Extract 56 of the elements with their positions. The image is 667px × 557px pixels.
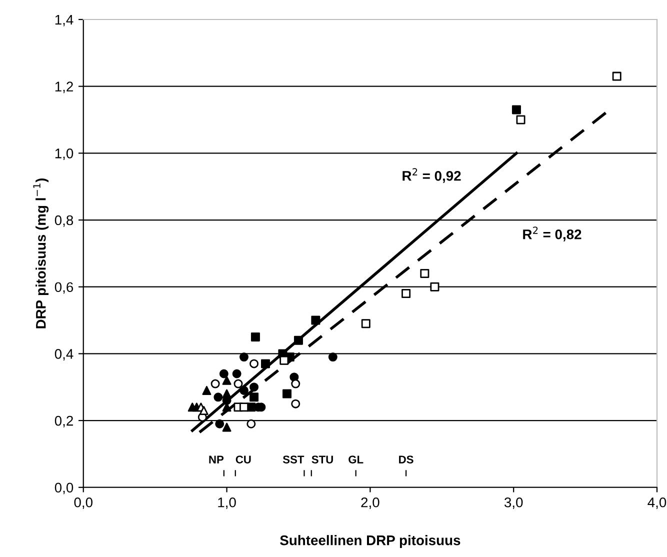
point — [210, 379, 220, 388]
y-tick-label: 0,2 — [54, 416, 73, 428]
ref-line-label: NP — [209, 456, 224, 464]
point — [282, 389, 292, 398]
point — [361, 319, 370, 328]
point — [215, 419, 224, 428]
point — [250, 382, 259, 392]
point — [291, 399, 300, 408]
point — [214, 392, 223, 402]
point — [219, 369, 228, 378]
point — [402, 289, 411, 298]
point — [250, 359, 259, 368]
x-axis-title: Suhteellinen DRP pitoisuus — [280, 535, 460, 548]
point — [612, 72, 622, 81]
ref-line-label: STU — [312, 456, 333, 464]
x-tick-label: 1,0 — [218, 497, 236, 509]
point — [246, 419, 256, 428]
ref-line-label: DS — [399, 456, 414, 464]
annotation: R$^{2}$ = 0,92 — [402, 168, 461, 183]
point — [222, 389, 232, 398]
point — [420, 268, 430, 278]
y-tick-label: 1,0 — [55, 148, 74, 160]
y-tick-label: 0,4 — [54, 349, 74, 361]
point — [239, 352, 248, 362]
x-tick-label: 0,0 — [74, 497, 92, 509]
x-tick-label: 4,0 — [648, 497, 666, 509]
x-tick-label: 3,0 — [504, 497, 523, 509]
annotation: R$^{2}$ = 0,82 — [523, 226, 582, 242]
point — [222, 376, 232, 385]
y-tick-label: 0,8 — [54, 215, 74, 227]
ref-line-label: GL — [348, 456, 364, 464]
point — [232, 369, 242, 378]
point — [250, 392, 259, 402]
point — [261, 359, 270, 368]
point — [250, 332, 260, 342]
point — [430, 282, 440, 292]
ref-line-label: SST — [282, 456, 304, 464]
ref-line-label: CU — [236, 456, 251, 464]
y-tick-label: 1,4 — [55, 14, 74, 26]
point — [516, 115, 526, 124]
y-tick-label: 0,6 — [54, 282, 74, 294]
y-axis-title: DRP pitoisuus (mg l$^{−1}$) — [33, 178, 49, 328]
point — [239, 402, 248, 412]
point — [222, 422, 232, 432]
point — [239, 386, 248, 395]
point — [234, 379, 243, 388]
y-tick-label: 0,0 — [54, 482, 74, 494]
point — [291, 379, 300, 388]
point — [311, 316, 320, 325]
point — [512, 105, 521, 114]
point — [199, 406, 208, 416]
point — [328, 352, 338, 362]
point — [294, 336, 303, 345]
y-tick-label: 1,2 — [55, 82, 73, 94]
point — [202, 386, 212, 395]
x-tick-label: 2,0 — [361, 497, 380, 509]
